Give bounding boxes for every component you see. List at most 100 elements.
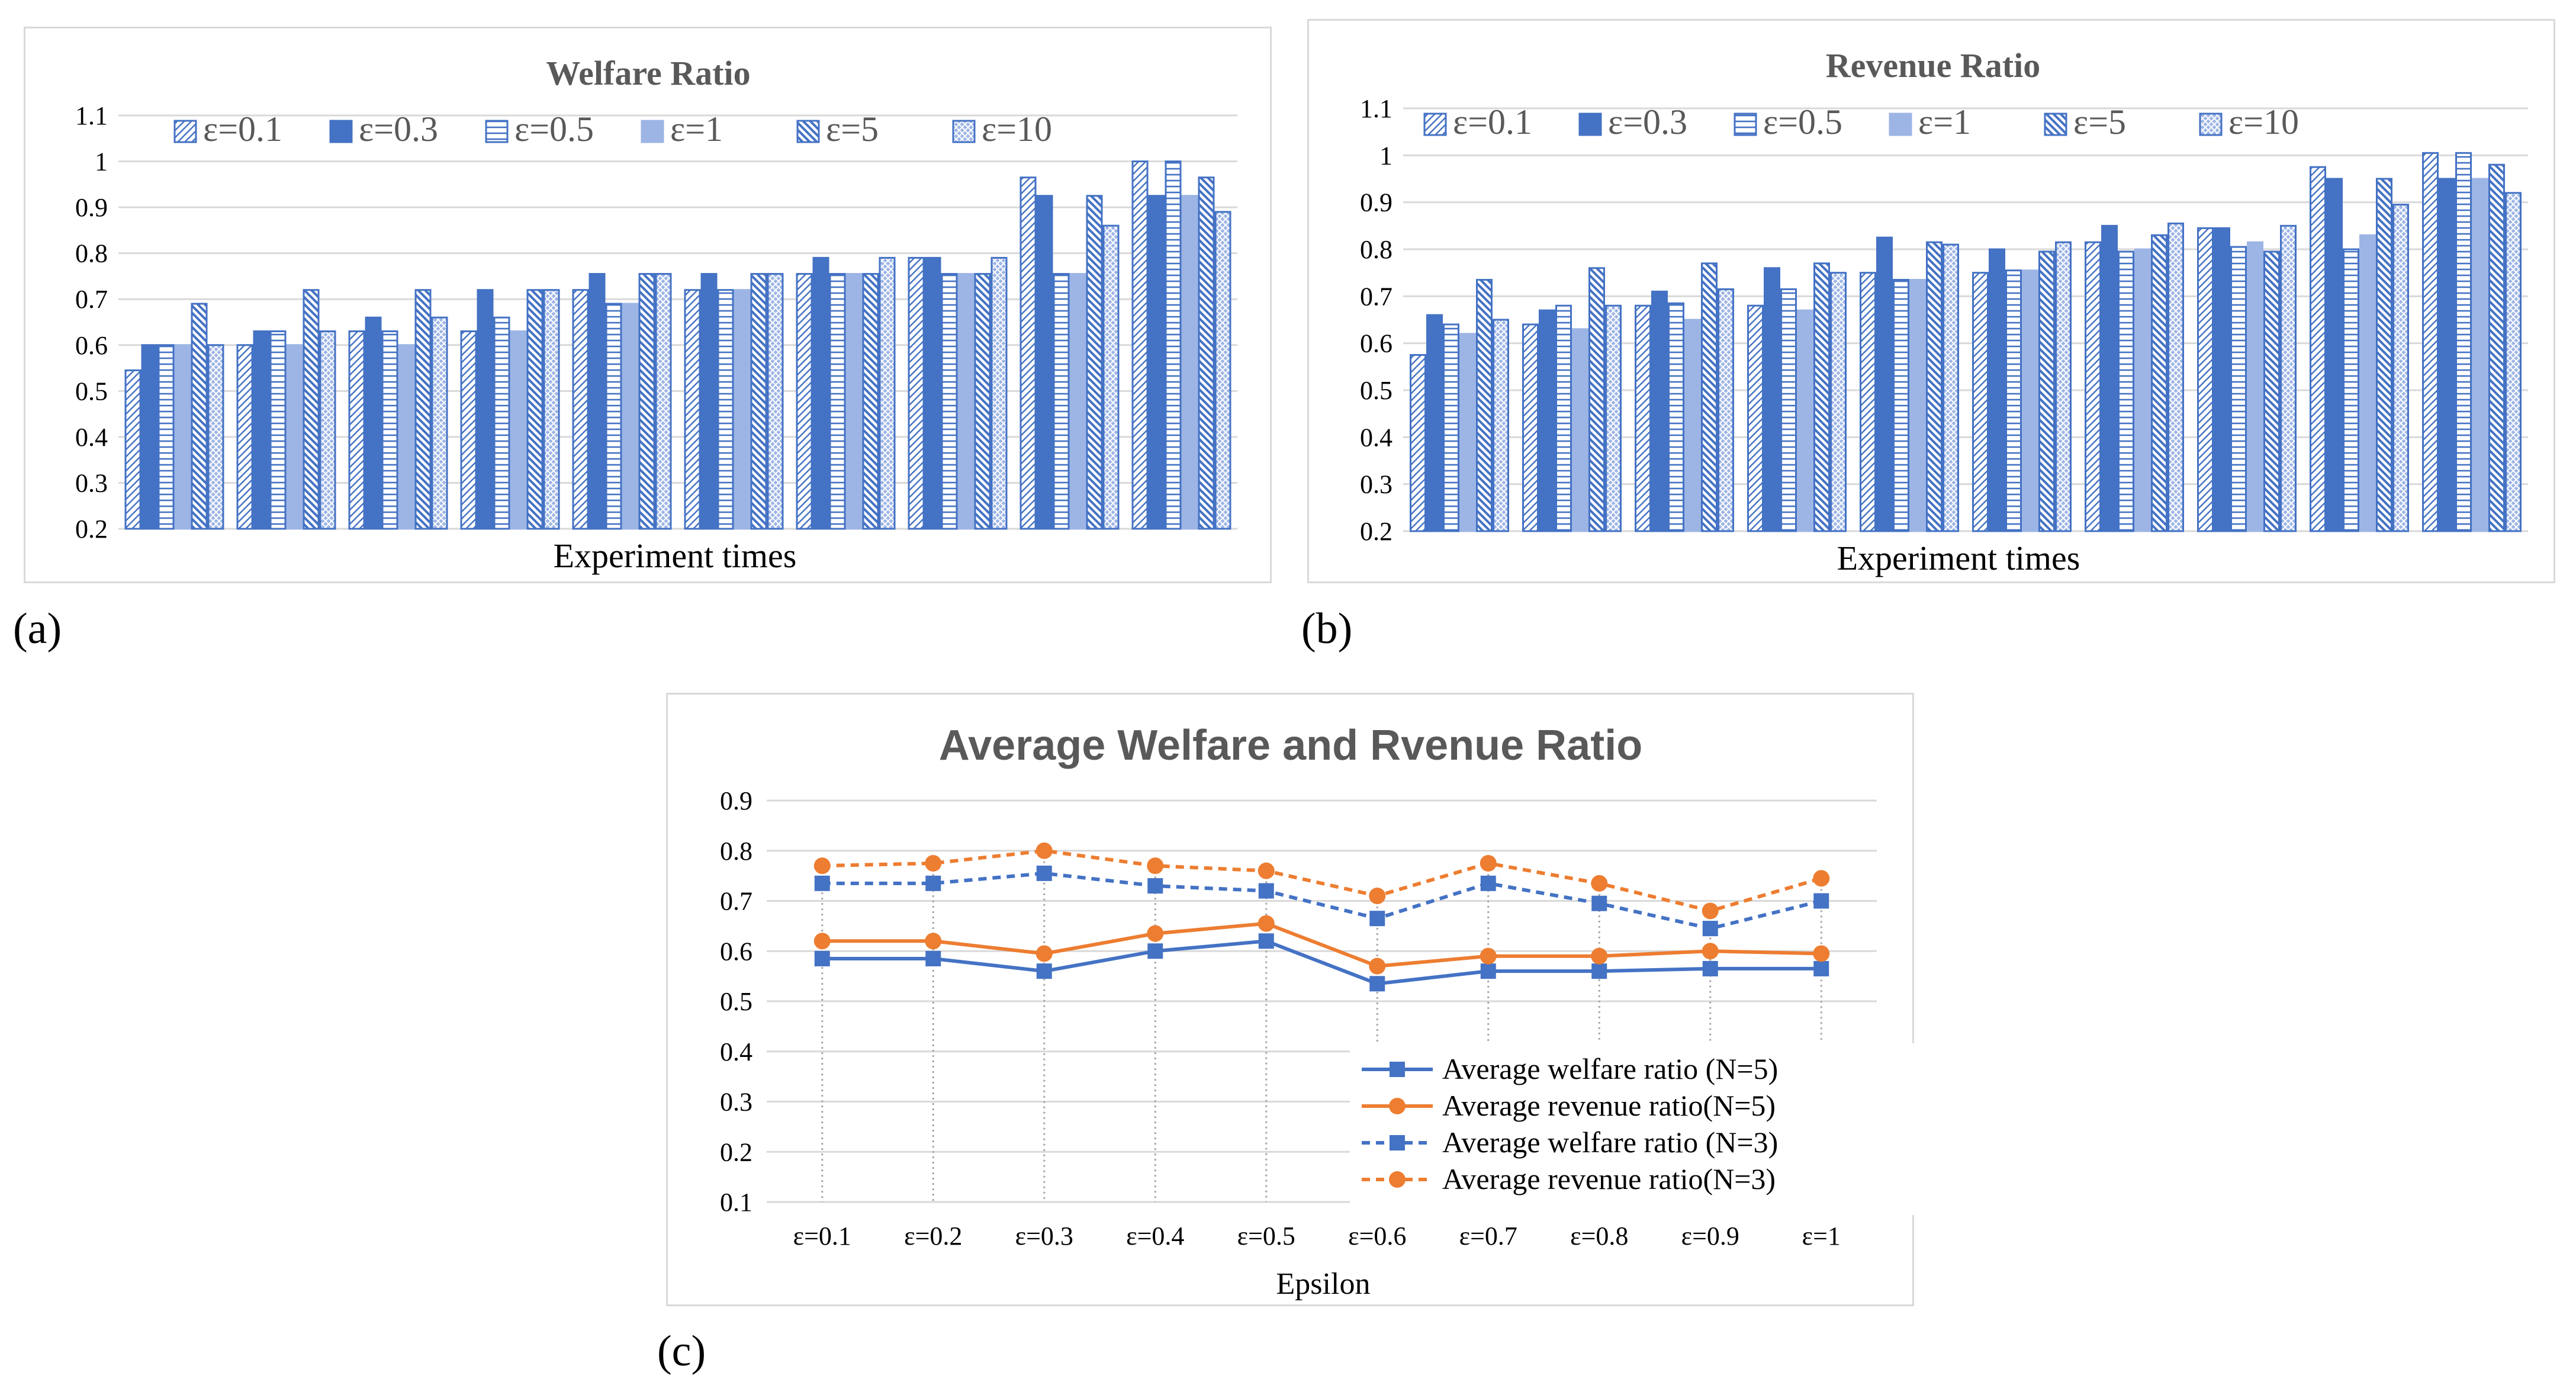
bar-welfare-ε=0.1 <box>1131 160 1149 530</box>
bar-welfare-ε=5 <box>414 289 432 530</box>
bar-welfare-ε=0.5 <box>493 316 510 530</box>
bar-welfare-ε=10 <box>1102 224 1120 530</box>
bar-welfare-ε=1 <box>1181 195 1198 530</box>
legend-swatch <box>173 120 197 143</box>
x-tick-label: ε=0.3 <box>1015 1222 1073 1251</box>
bar-welfare-ε=1 <box>734 289 751 530</box>
data-point <box>1258 862 1275 879</box>
legend-swatch <box>485 120 509 143</box>
data-point <box>925 875 941 891</box>
bar-welfare-ε=10 <box>319 330 336 530</box>
bar-revenue-ε=0.5 <box>2230 246 2247 532</box>
y-tick-label: 0.5 <box>75 377 108 406</box>
bar-revenue-ε=1 <box>2359 234 2376 532</box>
x-axis-label: Epsilon <box>1276 1267 1371 1301</box>
bar-revenue-ε=10 <box>1718 288 1734 532</box>
data-point <box>1702 902 1719 920</box>
bar-revenue-ε=0.5 <box>1555 304 1572 532</box>
chart-title: Welfare Ratio <box>546 54 750 92</box>
data-point <box>925 933 942 950</box>
bar-revenue-ε=0.1 <box>1972 272 1989 532</box>
bar-welfare-ε=1 <box>1069 273 1086 530</box>
bar-welfare-ε=1 <box>398 344 415 530</box>
legend-label: ε=10 <box>982 110 1052 149</box>
y-tick-label: 0.3 <box>1360 470 1392 499</box>
x-axis-label: Experiment times <box>554 536 797 575</box>
bar-welfare-ε=0.1 <box>236 344 253 530</box>
bar-welfare-ε=10 <box>767 273 784 530</box>
y-tick-label: 0.7 <box>1360 282 1392 311</box>
bar-welfare-ε=10 <box>990 256 1008 530</box>
x-tick-label: ε=0.4 <box>1126 1222 1184 1251</box>
bar-revenue-ε=0.3 <box>1651 290 1668 532</box>
data-point <box>1813 870 1830 887</box>
legend-swatch <box>952 120 976 143</box>
data-point <box>925 950 941 966</box>
legend-swatch <box>641 120 664 143</box>
bar-revenue-ε=10 <box>1493 319 1509 532</box>
data-point <box>1591 947 1608 965</box>
data-point <box>1369 888 1386 905</box>
bar-welfare-ε=5 <box>974 273 991 530</box>
data-point <box>1147 925 1164 942</box>
bar-revenue-ε=0.5 <box>2005 269 2022 532</box>
data-point <box>1813 960 1829 976</box>
bar-revenue-ε=1 <box>2022 269 2038 532</box>
y-tick-label: 0.7 <box>720 887 752 916</box>
x-tick-label: ε=0.6 <box>1348 1222 1406 1251</box>
bar-revenue-ε=5 <box>1813 262 1830 532</box>
y-tick-label: 0.6 <box>720 937 752 966</box>
data-point <box>1480 875 1496 891</box>
bar-welfare-ε=5 <box>303 289 320 530</box>
legend-marker <box>1390 1062 1405 1077</box>
y-tick-label: 0.2 <box>75 515 108 544</box>
bar-welfare-ε=0.5 <box>605 303 622 530</box>
legend-label: ε=0.1 <box>1453 102 1532 142</box>
data-point <box>1036 963 1052 979</box>
bar-welfare-ε=0.1 <box>908 256 925 530</box>
bar-welfare-ε=0.5 <box>381 330 398 530</box>
y-tick-label: 0.7 <box>75 285 108 314</box>
legend-label: Average welfare ratio (N=5) <box>1442 1052 1778 1085</box>
data-point <box>1813 893 1829 909</box>
x-tick-label: ε=0.8 <box>1570 1222 1628 1251</box>
bar-revenue-ε=0.1 <box>2197 227 2214 532</box>
bar-revenue-ε=10 <box>1943 243 1959 532</box>
legend-label: ε=5 <box>2073 102 2126 142</box>
y-tick-label: 0.2 <box>720 1137 752 1166</box>
bar-welfare-ε=0.5 <box>829 273 846 530</box>
x-tick-label: ε=0.1 <box>793 1222 851 1251</box>
legend-label: ε=0.5 <box>514 110 594 149</box>
data-point <box>1591 963 1607 979</box>
bar-revenue-ε=10 <box>2167 222 2184 532</box>
legend-swatch <box>2044 113 2067 136</box>
y-tick-label: 1 <box>1379 141 1392 170</box>
bar-welfare-ε=5 <box>638 273 655 530</box>
bar-welfare-ε=1 <box>845 273 863 530</box>
bar-revenue-ε=0.1 <box>1635 304 1651 532</box>
bar-welfare-ε=0.5 <box>717 289 734 530</box>
bar-revenue-ε=5 <box>2151 234 2167 532</box>
bar-welfare-ε=0.1 <box>124 369 141 530</box>
y-tick-label: 0.2 <box>1360 517 1392 546</box>
legend-swatch <box>2199 113 2223 136</box>
bar-revenue-ε=0.1 <box>2310 166 2326 532</box>
data-point <box>1258 915 1275 932</box>
bar-welfare-ε=1 <box>174 344 191 530</box>
bar-revenue-ε=0.1 <box>1522 323 1539 532</box>
bar-welfare-ε=10 <box>1214 211 1231 530</box>
chart-title: Average Welfare and Rvenue Ratio <box>939 722 1642 769</box>
bar-revenue-ε=0.3 <box>2214 227 2230 532</box>
bar-revenue-ε=0.5 <box>1443 323 1459 532</box>
x-tick-label: ε=0.2 <box>904 1222 962 1251</box>
legend-swatch <box>329 120 353 143</box>
legend-label: Average revenue ratio(N=3) <box>1442 1162 1776 1195</box>
bar-revenue-ε=5 <box>1476 279 1493 532</box>
data-point <box>925 854 942 872</box>
bar-welfare-ε=0.3 <box>365 316 382 530</box>
y-tick-label: 0.1 <box>720 1188 752 1217</box>
series-line <box>822 849 1822 913</box>
data-point <box>1147 878 1163 894</box>
bar-welfare-ε=0.1 <box>348 330 365 530</box>
